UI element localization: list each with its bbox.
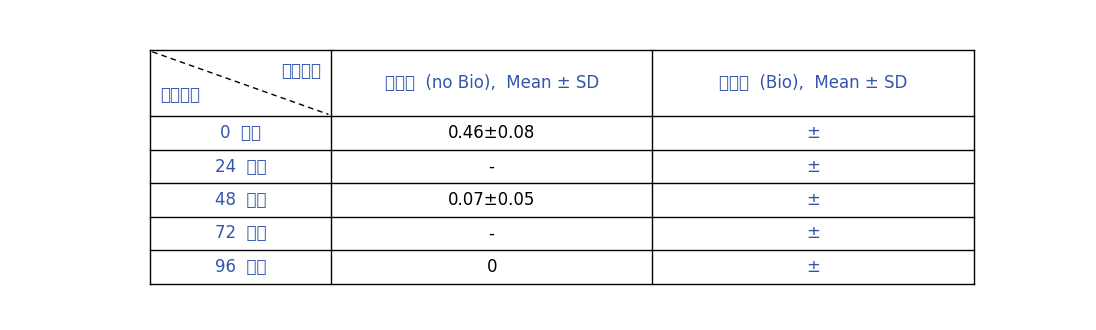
Text: ±: ±	[806, 224, 820, 243]
Text: 경과시간: 경과시간	[160, 86, 199, 104]
Text: ±: ±	[806, 157, 820, 176]
Text: ±: ±	[806, 258, 820, 276]
Text: 0: 0	[487, 258, 496, 276]
Text: 72  시간: 72 시간	[215, 224, 266, 243]
Text: ±: ±	[806, 191, 820, 209]
Text: 24  시간: 24 시간	[215, 157, 266, 176]
Text: ±: ±	[806, 124, 820, 142]
Text: 48  시간: 48 시간	[215, 191, 266, 209]
Text: 유수식  (Bio),  Mean ± SD: 유수식 (Bio), Mean ± SD	[719, 74, 907, 92]
Text: 96  시간: 96 시간	[215, 258, 266, 276]
Text: -: -	[489, 224, 494, 243]
Text: 0  시간: 0 시간	[220, 124, 261, 142]
Text: 0.07±0.05: 0.07±0.05	[448, 191, 535, 209]
Text: 시험항목: 시험항목	[281, 62, 321, 81]
Text: 지수식  (no Bio),  Mean ± SD: 지수식 (no Bio), Mean ± SD	[385, 74, 598, 92]
Text: 0.46±0.08: 0.46±0.08	[448, 124, 535, 142]
Text: -: -	[489, 157, 494, 176]
